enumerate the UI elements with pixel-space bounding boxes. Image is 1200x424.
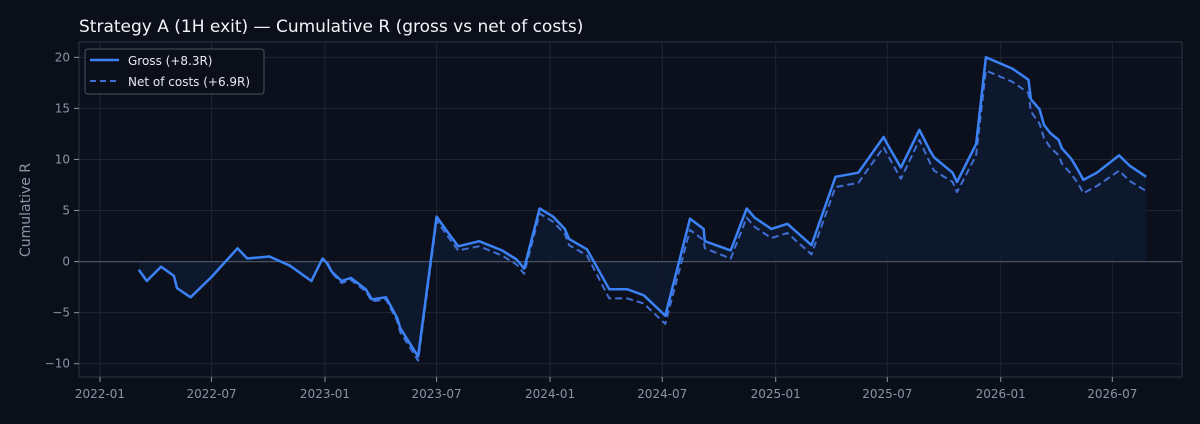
legend-label-net: Net of costs (+6.9R) <box>128 75 250 89</box>
y-tick-label: −10 <box>45 357 70 371</box>
x-tick-label: 2023-01 <box>300 387 350 401</box>
x-tick-label: 2023-07 <box>412 387 462 401</box>
y-axis-label: Cumulative R <box>18 163 34 257</box>
x-tick-label: 2026-01 <box>976 387 1026 401</box>
x-tick-label: 2025-01 <box>751 387 801 401</box>
y-tick-label: −5 <box>52 306 70 320</box>
axes <box>78 41 1183 378</box>
plot-frame <box>78 41 1183 378</box>
x-tick-label: 2026-07 <box>1087 387 1137 401</box>
y-tick-label: 10 <box>55 152 70 166</box>
ticks: 2022-01 2022-07 2023-01 2023-07 2024-01 2024-… <box>45 50 1138 401</box>
y-tick-label: 20 <box>55 50 70 64</box>
y-tick-label: 15 <box>55 101 70 115</box>
series-layer <box>137 56 1147 362</box>
gross-area-fill <box>138 57 1147 357</box>
x-tick-label: 2022-07 <box>186 387 236 401</box>
y-tick-label: 5 <box>62 204 70 218</box>
x-tick-label: 2024-07 <box>637 387 687 401</box>
series-line-gross <box>137 56 1147 358</box>
legend-box <box>84 48 265 95</box>
chart-title: Strategy A (1H exit) — Cumulative R (gro… <box>79 17 583 37</box>
x-tick-label: 2022-01 <box>75 387 125 401</box>
legend: Gross (+8.3R) Net of costs (+6.9R) <box>84 48 265 95</box>
y-tick-label: 0 <box>62 255 70 269</box>
legend-label-gross: Gross (+8.3R) <box>128 54 212 68</box>
x-tick-label: 2024-01 <box>525 387 575 401</box>
x-tick-label: 2025-07 <box>862 387 912 401</box>
area-fill-layer <box>138 57 1147 357</box>
